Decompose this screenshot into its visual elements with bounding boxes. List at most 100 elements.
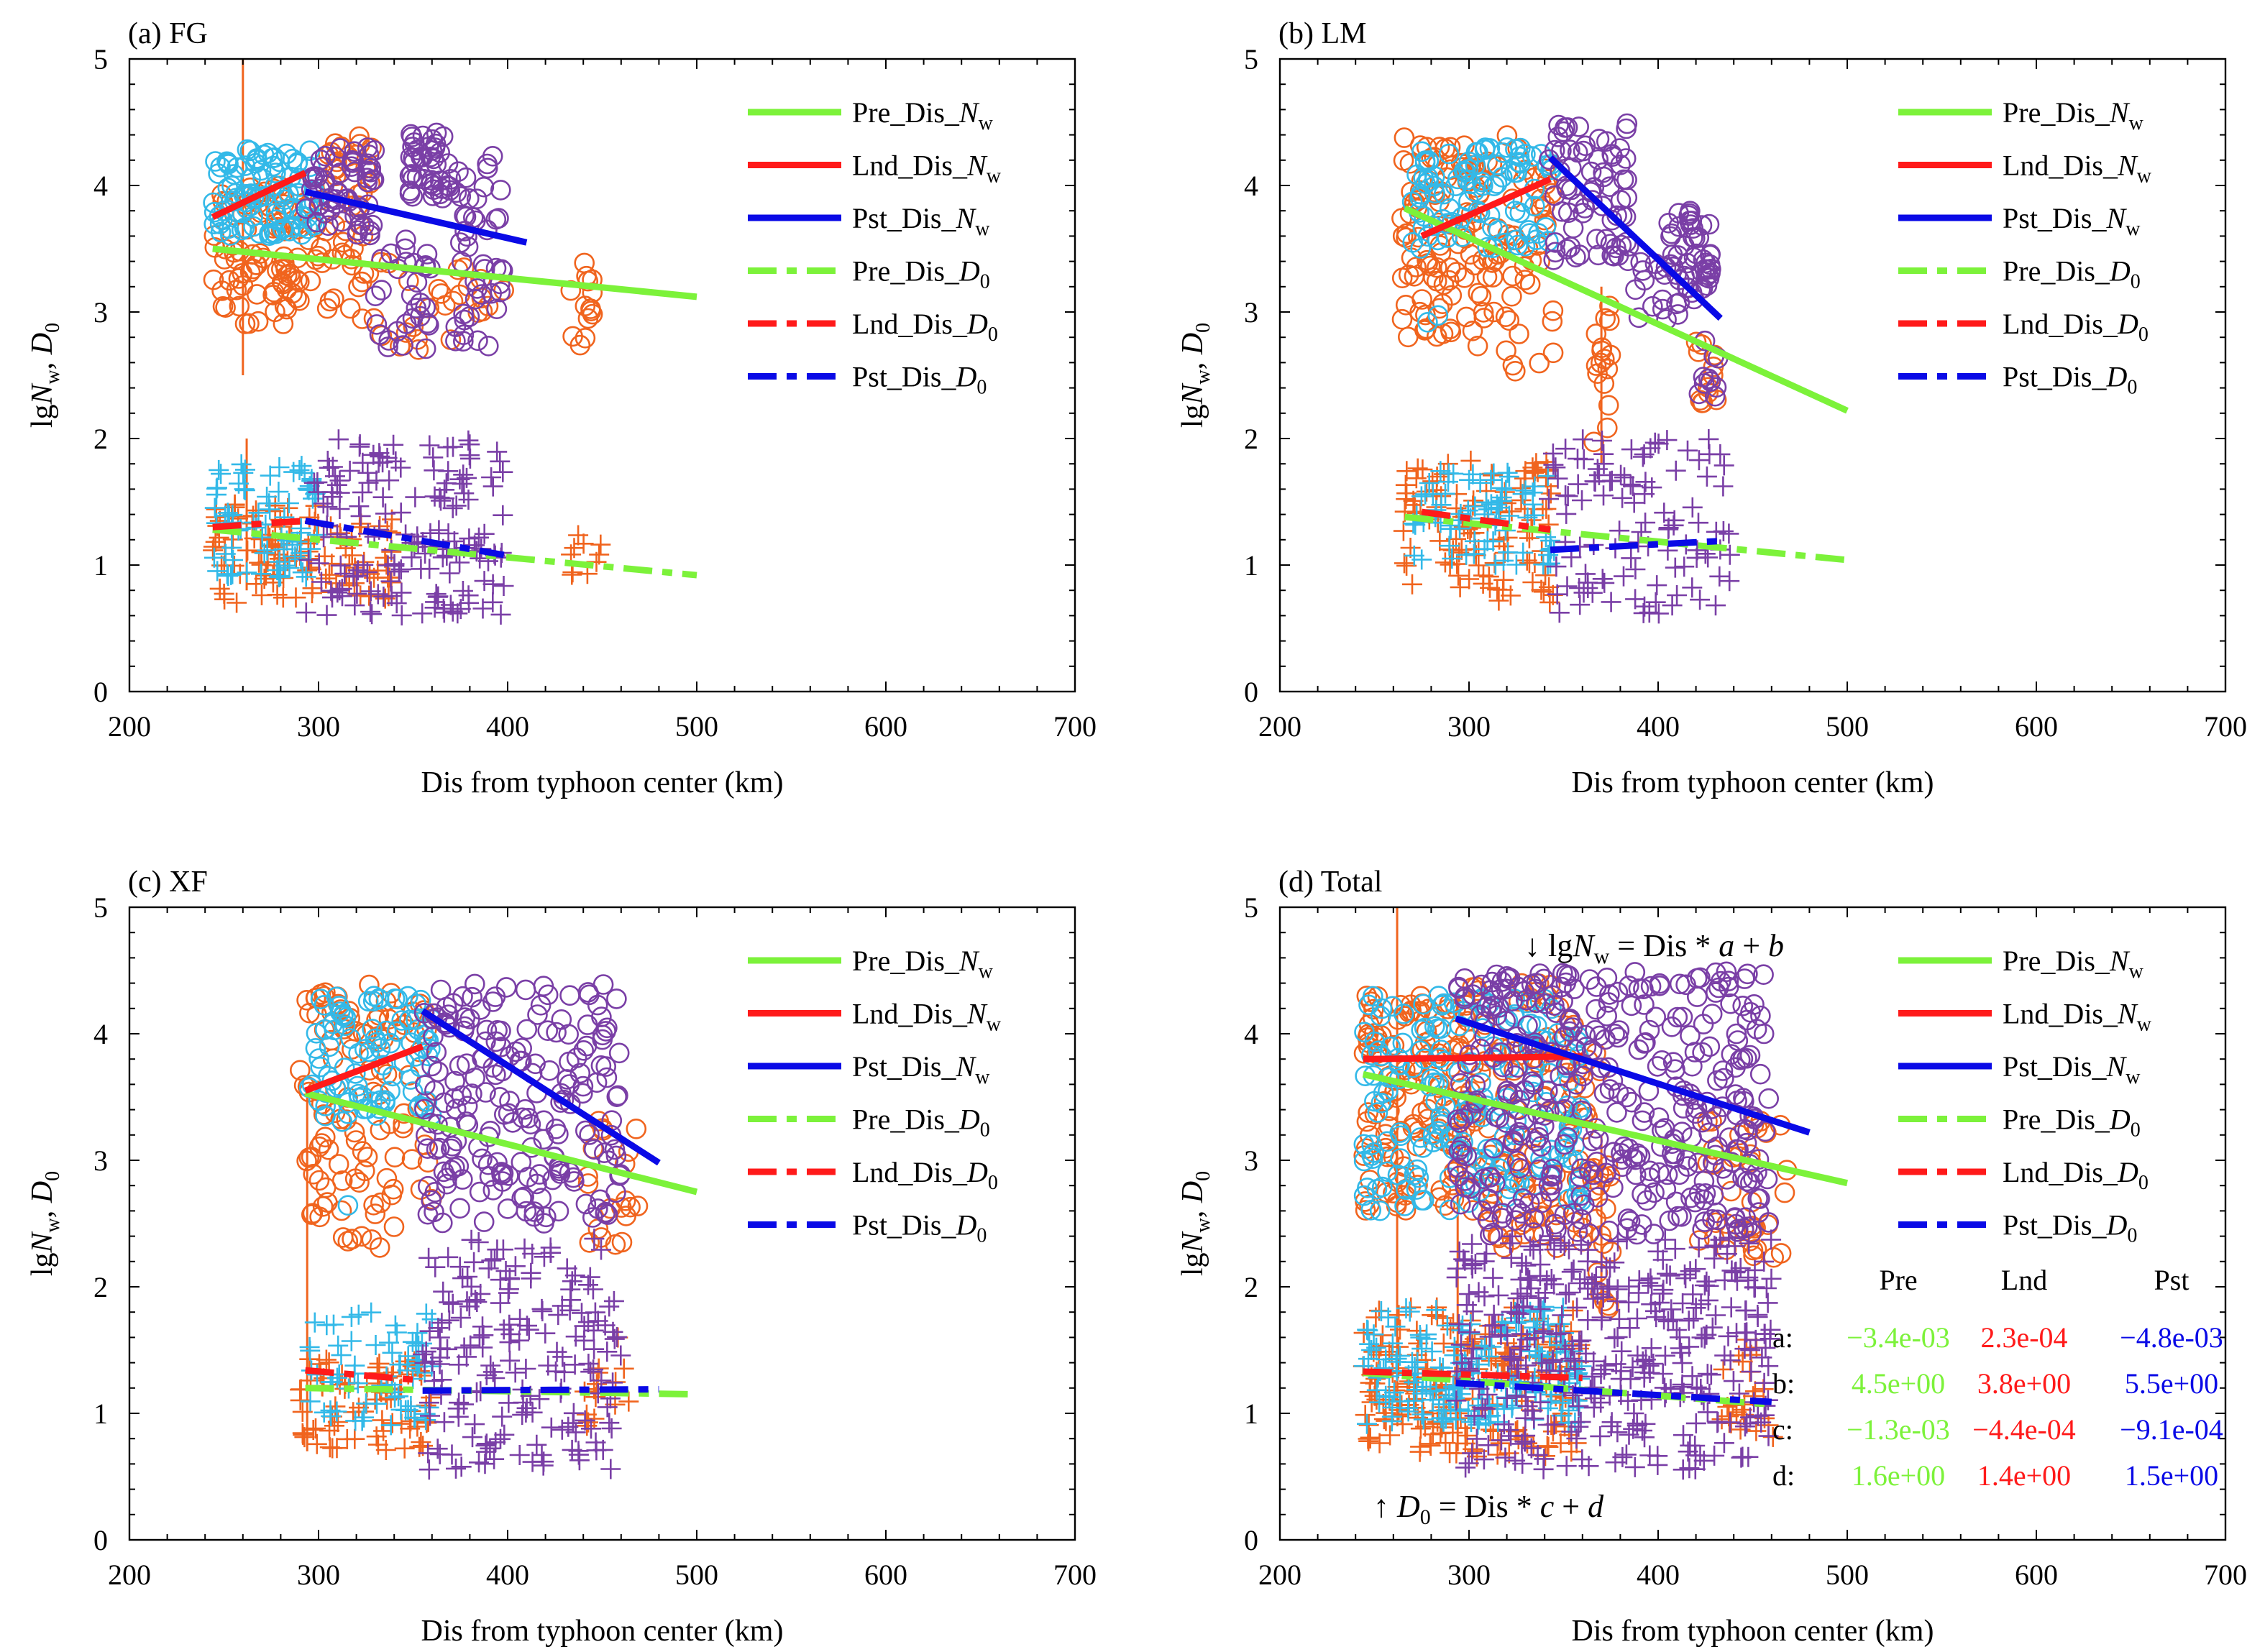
nw-point	[393, 335, 414, 356]
d0-point	[301, 538, 321, 559]
d0-point	[1385, 1316, 1406, 1337]
nw-point	[1632, 1214, 1652, 1235]
nw-point	[362, 1019, 383, 1040]
d0-point	[344, 595, 365, 616]
d0-point	[452, 1268, 473, 1289]
nw-point	[273, 313, 294, 334]
d0-point	[1561, 1262, 1582, 1282]
d0-point	[476, 1441, 496, 1462]
d0-point	[1740, 1340, 1761, 1361]
d0-point	[308, 553, 329, 574]
nw-point	[1488, 1227, 1510, 1249]
nw-point	[604, 1139, 626, 1160]
d0-point	[1655, 1345, 1675, 1366]
nw-point	[276, 298, 298, 320]
scatter-nw-pre	[1417, 305, 1449, 333]
d0-point	[613, 1358, 634, 1379]
d0-point	[565, 1422, 586, 1443]
d0-point	[1732, 1446, 1753, 1467]
nw-point	[1429, 298, 1450, 319]
d0-point	[1568, 474, 1588, 495]
d0-point	[1584, 471, 1605, 492]
nw-point	[1616, 1086, 1637, 1108]
d0-point	[1543, 454, 1564, 475]
nw-point	[1675, 974, 1696, 996]
legend-label: Lnd_Dis_D0	[2003, 308, 2149, 346]
d0-point	[1455, 1250, 1475, 1271]
d0-point	[384, 556, 405, 577]
nw-point	[1560, 139, 1580, 160]
nw-point	[1558, 965, 1580, 986]
d0-point	[1591, 1364, 1611, 1385]
d0-point	[1696, 466, 1717, 487]
nw-point	[395, 238, 416, 260]
nw-point	[1549, 1144, 1570, 1165]
nw-point	[582, 1207, 603, 1228]
nw-point	[1411, 289, 1432, 310]
nw-point	[1514, 235, 1536, 257]
d0-point	[1623, 476, 1643, 497]
d0-point	[1569, 578, 1590, 598]
x-tick-label: 600	[864, 710, 907, 743]
d0-point	[1713, 1433, 1734, 1454]
d0-point	[416, 1410, 436, 1431]
nw-point	[1706, 962, 1726, 983]
nw-point	[1720, 993, 1741, 1014]
d0-point	[1550, 1233, 1571, 1253]
d0-point	[1455, 1457, 1476, 1478]
nw-point	[247, 311, 269, 332]
nw-point	[301, 179, 322, 201]
nw-point	[371, 280, 392, 300]
legend-label: Pre_Dis_Nw	[852, 96, 994, 134]
nw-point	[1616, 113, 1638, 134]
nw-point	[1478, 1188, 1498, 1210]
nw-point	[1573, 202, 1593, 224]
nw-point	[1356, 986, 1378, 1006]
nw-point	[537, 984, 559, 1006]
d0-point	[1717, 1244, 1737, 1265]
d0-point	[1412, 459, 1433, 480]
x-tick-label: 200	[1258, 1559, 1301, 1591]
d0-point	[246, 574, 267, 595]
nw-point	[1609, 138, 1630, 159]
d0-point	[1744, 1259, 1765, 1280]
d0-point	[434, 1412, 454, 1433]
nw-point	[1538, 1175, 1560, 1196]
d0-point	[419, 1321, 440, 1341]
d0-point	[302, 583, 322, 604]
nw-point	[575, 1120, 596, 1142]
nw-point	[1568, 116, 1589, 137]
nw-point	[1529, 963, 1550, 984]
d0-point	[1555, 1284, 1576, 1305]
nw-point	[1468, 283, 1488, 304]
d0-point	[476, 1365, 497, 1385]
legend: Pre_Dis_Nw Lnd_Dis_Nw Pst_Dis_Nw Pre_Dis_D0…	[1898, 96, 2152, 399]
d0-point	[449, 1354, 470, 1375]
x-tick-label: 700	[1053, 710, 1097, 743]
nw-point	[477, 335, 499, 357]
nw-point	[495, 977, 517, 998]
legend-label: Pre_Dis_D0	[2003, 255, 2141, 293]
nw-point	[575, 327, 596, 349]
fit-line-pst-d0	[304, 517, 505, 559]
nw-point	[1628, 1039, 1649, 1060]
nw-point	[512, 1107, 533, 1129]
nw-point	[1588, 244, 1609, 266]
nw-point	[1687, 986, 1708, 1007]
d0-point	[1472, 1398, 1493, 1418]
nw-point	[1550, 160, 1570, 182]
nw-point	[1699, 1036, 1721, 1057]
nw-point	[218, 154, 239, 175]
nw-point	[1645, 1006, 1666, 1028]
y-tick-label: 4	[93, 170, 108, 202]
d0-point	[1540, 1230, 1561, 1251]
d0-point	[267, 560, 288, 581]
nw-point	[572, 1083, 593, 1104]
nw-point	[1749, 1063, 1771, 1085]
plot-area	[289, 973, 698, 1480]
d0-point	[372, 487, 393, 508]
d0-point	[457, 467, 477, 488]
nw-point	[220, 225, 241, 246]
d0-point	[1706, 595, 1726, 616]
d0-point	[1468, 1282, 1489, 1303]
